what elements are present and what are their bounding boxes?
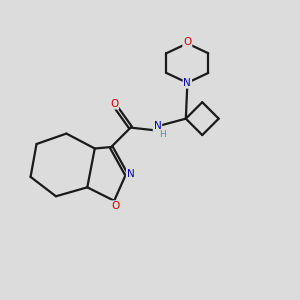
Text: H: H — [160, 130, 166, 139]
Text: O: O — [110, 99, 118, 109]
Text: O: O — [183, 37, 191, 47]
Text: O: O — [112, 201, 120, 211]
Text: N: N — [184, 78, 191, 88]
Text: N: N — [154, 121, 161, 131]
Text: N: N — [127, 169, 134, 179]
